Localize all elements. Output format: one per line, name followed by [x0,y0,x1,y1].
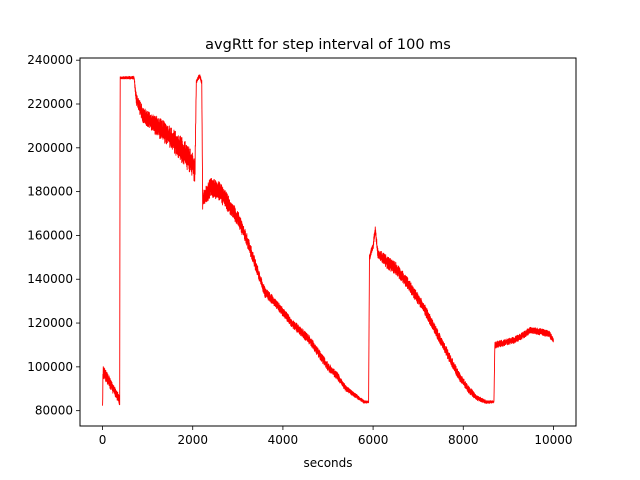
plot-area [79,57,577,427]
x-tick-label: 6000 [358,433,389,447]
x-axis: 0 2000 4000 6000 8000 10000 [99,426,573,447]
y-tick-label: 200000 [27,141,73,155]
x-tick-label: 10000 [534,433,572,447]
chart-title: avgRtt for step interval of 100 ms [205,37,451,53]
series-layer [102,74,554,406]
plot-frame [79,57,577,427]
y-tick-label: 160000 [27,228,73,242]
y-tick-label: 240000 [27,53,73,67]
y-tick-label: 180000 [27,185,73,199]
y-tick-label: 80000 [35,404,73,418]
x-tick-label: 0 [99,433,107,447]
x-tick-label: 8000 [448,433,479,447]
y-tick-label: 140000 [27,272,73,286]
y-tick-label: 100000 [27,360,73,374]
x-tick-label: 4000 [268,433,299,447]
series-line-0 [102,74,554,406]
y-tick-label: 120000 [27,316,73,330]
y-tick-label: 220000 [27,97,73,111]
y-axis: 80000 100000 120000 140000 160000 180000 20000… [27,53,80,418]
x-tick-label: 2000 [177,433,208,447]
x-axis-label: seconds [303,456,352,470]
